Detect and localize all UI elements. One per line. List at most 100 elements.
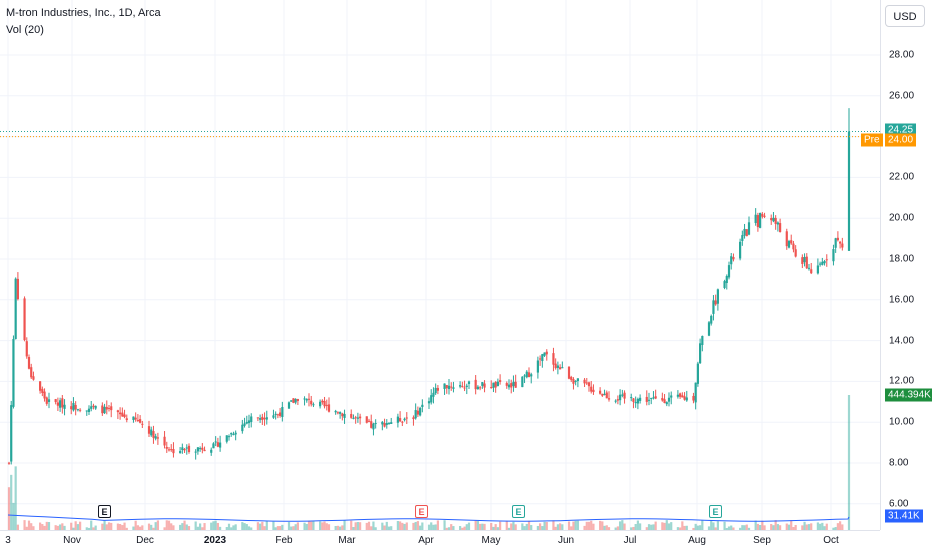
volume-bar	[310, 521, 313, 530]
volume-bar	[352, 527, 355, 530]
volume-bar	[541, 526, 544, 530]
volume-bar	[179, 524, 182, 530]
candle-body	[16, 278, 19, 300]
candle-body	[23, 298, 26, 341]
volume-bar	[450, 524, 453, 530]
time-axis[interactable]: 3 Nov Dec 2023 Feb Mar Apr May Jun Jul Aug Sep Oct	[0, 530, 880, 551]
candle-body	[710, 315, 713, 324]
volume-bar	[416, 521, 419, 530]
volume-bar	[327, 524, 331, 530]
candle-body	[421, 404, 424, 408]
price-tick-label: 14.00	[889, 335, 915, 347]
candle-body	[250, 416, 253, 423]
volume-bar	[336, 525, 339, 530]
volume-ma-line	[7, 514, 850, 522]
candle-body	[56, 402, 59, 406]
candle-body	[414, 410, 417, 419]
candle-body	[430, 395, 433, 403]
volume-bar	[245, 524, 248, 530]
price-chart[interactable]	[0, 0, 880, 530]
volume-bar	[341, 525, 344, 530]
volume-bar	[25, 526, 28, 530]
volume-bar	[816, 522, 819, 530]
chart-title: M-tron Industries, Inc., 1D, Arca	[6, 7, 161, 19]
volume-bar	[214, 520, 217, 530]
price-axis[interactable]: 28.00 26.00 24.00 22.00 20.00 18.00 16.00 14.00…	[880, 0, 932, 530]
volume-bar	[274, 527, 277, 530]
candle-body	[305, 399, 308, 401]
volume-bar	[739, 527, 742, 530]
volume-bar	[427, 524, 431, 530]
candle-body	[247, 420, 251, 424]
volume-bar	[759, 525, 762, 530]
candle-body	[370, 421, 373, 428]
volume-bar	[383, 525, 386, 530]
volume-bar	[43, 525, 46, 530]
volume-bar	[132, 526, 135, 530]
volume-bar	[621, 520, 624, 530]
earnings-marker[interactable]: E	[415, 505, 428, 518]
candle-body	[32, 376, 35, 380]
candle-body	[632, 398, 635, 402]
candle-body	[405, 417, 408, 419]
volume-indicator-label[interactable]: Vol (20)	[6, 24, 44, 36]
volume-bar	[592, 523, 595, 530]
time-tick-label: Apr	[418, 535, 434, 546]
candle-body	[712, 300, 715, 314]
volume-bar	[556, 524, 559, 530]
candle-body	[261, 416, 264, 420]
candle-body	[832, 249, 835, 262]
chart-area[interactable]: M-tron Industries, Inc., 1D, Arca Vol (2…	[0, 0, 880, 530]
candle-body	[834, 238, 837, 248]
volume-bar	[343, 520, 346, 530]
candle-body	[723, 281, 726, 288]
candle-body	[467, 381, 471, 384]
candle-body	[303, 398, 306, 400]
volume-bar	[676, 527, 679, 530]
candle-body	[505, 383, 508, 386]
candle-body	[339, 412, 342, 414]
volume-bar	[774, 520, 777, 530]
currency-button[interactable]: USD	[885, 5, 925, 27]
volume-bar	[334, 525, 337, 530]
time-tick-label: Feb	[275, 535, 293, 546]
volume-bar	[481, 523, 484, 530]
candle-body	[101, 405, 104, 414]
candle-body	[343, 413, 346, 418]
candle-body	[87, 408, 91, 413]
candle-body	[350, 413, 353, 418]
volume-bar	[196, 526, 199, 530]
candle-body	[445, 385, 448, 389]
volume-bar	[810, 523, 813, 530]
volume-bar	[639, 523, 642, 530]
candle-body	[354, 417, 357, 419]
candle-body	[476, 386, 479, 390]
volume-bar	[599, 520, 602, 530]
candle-body	[70, 406, 73, 410]
volume-bar	[494, 524, 497, 530]
candle-body	[761, 213, 764, 217]
volume-bar	[552, 520, 555, 530]
candle-body	[823, 261, 826, 264]
candle-body	[279, 412, 282, 416]
volume-bar	[467, 522, 471, 530]
candle-body	[274, 413, 277, 415]
earnings-marker[interactable]: E	[512, 505, 525, 518]
volume-ma-tag: 31.41K	[885, 509, 923, 523]
volume-bar	[414, 521, 417, 530]
volume-bar	[247, 526, 251, 530]
volume-bar	[203, 523, 206, 530]
volume-bar	[156, 520, 159, 530]
candle-body	[434, 387, 437, 394]
candle-body	[647, 399, 651, 401]
volume-bar	[59, 524, 62, 530]
price-tick-label: 16.00	[889, 294, 915, 306]
volume-bar	[305, 523, 308, 530]
candle-body	[416, 410, 419, 415]
volume-bar	[479, 523, 482, 530]
volume-bar	[432, 524, 435, 530]
volume-bar	[167, 520, 171, 530]
earnings-marker[interactable]: E	[709, 505, 722, 518]
earnings-marker[interactable]: E	[98, 505, 111, 518]
candle-body	[694, 382, 697, 403]
